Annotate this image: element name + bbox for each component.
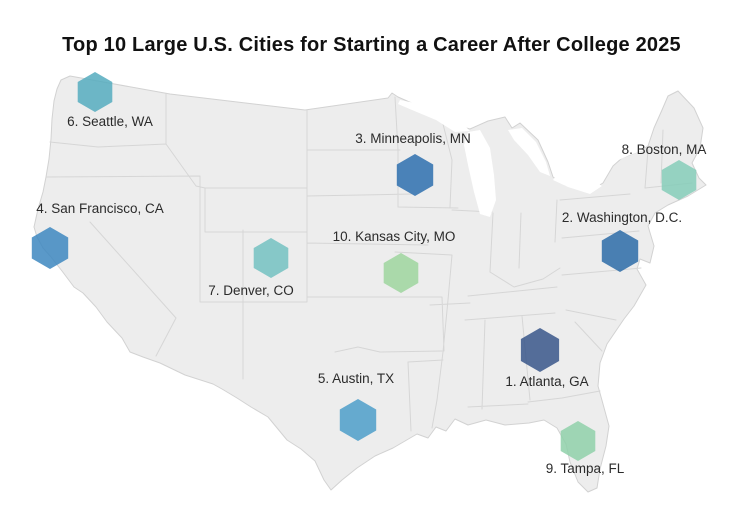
- lake-michigan: [464, 130, 496, 217]
- lake-erie: [553, 173, 602, 194]
- city-hex-3[interactable]: [396, 154, 434, 196]
- city-label-4: 4. San Francisco, CA: [36, 201, 164, 216]
- city-hex-4[interactable]: [31, 227, 69, 269]
- city-hex-10[interactable]: [383, 253, 419, 293]
- city-label-3: 3. Minneapolis, MN: [355, 131, 471, 146]
- city-label-2: 2. Washington, D.C.: [561, 210, 683, 225]
- city-hex-1[interactable]: [520, 328, 560, 372]
- city-hex-9[interactable]: [560, 421, 596, 461]
- city-label-9: 9. Tampa, FL: [545, 461, 625, 476]
- great-lakes: [398, 100, 644, 217]
- city-label-8: 8. Boston, MA: [621, 142, 707, 157]
- lake-superior: [398, 100, 470, 132]
- city-markers: [31, 72, 697, 461]
- lake-huron: [508, 128, 550, 176]
- state-borders: [45, 93, 693, 432]
- city-hex-2[interactable]: [601, 230, 639, 272]
- city-hex-7[interactable]: [253, 238, 289, 278]
- city-hex-6[interactable]: [77, 72, 113, 112]
- city-label-6: 6. Seattle, WA: [67, 114, 153, 129]
- city-label-1: 1. Atlanta, GA: [505, 374, 589, 389]
- city-hex-5[interactable]: [339, 399, 377, 441]
- page-title: Top 10 Large U.S. Cities for Starting a …: [62, 34, 681, 57]
- city-label-7: 7. Denver, CO: [208, 283, 294, 298]
- city-label-5: 5. Austin, TX: [317, 371, 395, 386]
- lake-ontario: [610, 146, 644, 162]
- city-hex-8[interactable]: [661, 160, 697, 200]
- city-label-10: 10. Kansas City, MO: [332, 229, 456, 244]
